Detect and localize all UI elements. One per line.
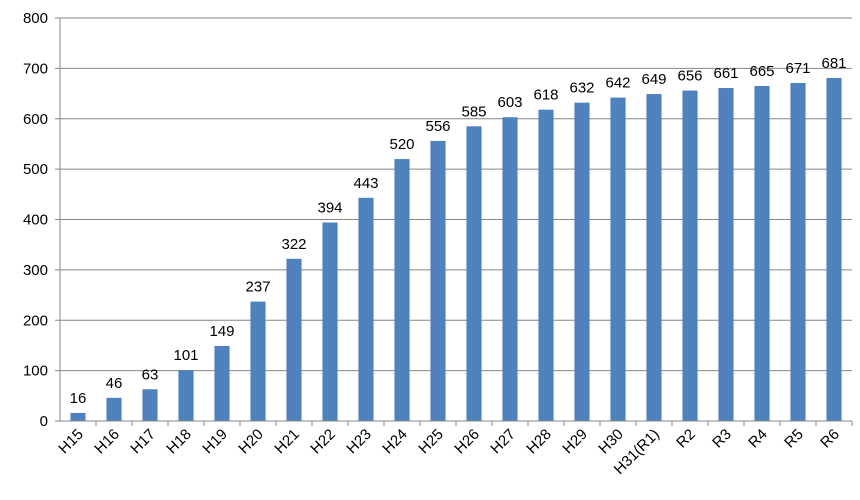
category-label-H23: H23	[343, 426, 374, 457]
category-label-H17: H17	[127, 426, 158, 457]
bar-H23	[358, 197, 374, 421]
data-label-R3: 661	[713, 65, 738, 82]
bar-R6	[826, 77, 842, 421]
bar-H25	[430, 140, 446, 422]
bar-H19	[214, 345, 230, 421]
data-label-H18: 101	[173, 347, 198, 364]
data-label-H27: 603	[497, 94, 522, 111]
bar-H24	[394, 159, 410, 422]
category-label-H29: H29	[559, 426, 590, 457]
bar-H21	[286, 258, 302, 421]
bar-H29	[574, 102, 590, 421]
data-label-H23: 443	[353, 175, 378, 192]
category-label-H21: H21	[271, 426, 302, 457]
data-label-H28: 618	[533, 87, 558, 104]
ytick-label-100: 100	[23, 363, 48, 380]
bar-H17	[142, 389, 158, 421]
data-label-H24: 520	[389, 136, 414, 153]
bar-H20	[250, 301, 266, 421]
ytick-label-600: 600	[23, 111, 48, 128]
gridlines	[60, 17, 852, 372]
data-label-H17: 63	[142, 366, 159, 383]
category-label-H15: H15	[55, 426, 86, 457]
category-label-H20: H20	[235, 426, 266, 457]
bar-H16	[106, 397, 122, 421]
bars	[70, 77, 842, 422]
category-label-H24: H24	[379, 426, 410, 457]
data-label-R2: 656	[677, 68, 702, 85]
data-label-H26: 585	[461, 103, 486, 120]
category-label-H22: H22	[307, 426, 338, 457]
ytick-label-0: 0	[40, 413, 48, 430]
bar-H18	[178, 370, 194, 421]
ytick-label-200: 200	[23, 312, 48, 329]
bar-R2	[682, 90, 698, 421]
category-label-H26: H26	[451, 426, 482, 457]
ytick-label-400: 400	[23, 212, 48, 229]
bar-H27	[502, 117, 518, 422]
data-label-H22: 394	[317, 200, 342, 217]
data-label-H31(R1): 649	[641, 71, 666, 88]
data-label-H30: 642	[605, 75, 630, 92]
data-label-H29: 632	[569, 80, 594, 97]
category-label-R3: R3	[709, 426, 735, 452]
data-label-H19: 149	[209, 323, 234, 340]
bar-H26	[466, 126, 482, 422]
category-label-R5: R5	[781, 426, 807, 452]
category-label-H28: H28	[523, 426, 554, 457]
data-label-H15: 16	[70, 390, 87, 407]
data-label-H16: 46	[106, 375, 123, 392]
data-label-H21: 322	[281, 236, 306, 253]
data-label-R6: 681	[821, 55, 846, 72]
bar-R5	[790, 82, 806, 421]
ytick-label-500: 500	[23, 161, 48, 178]
bar-H15	[70, 412, 86, 421]
bar-R4	[754, 86, 770, 421]
data-label-H25: 556	[425, 118, 450, 135]
bar-H31(R1)	[646, 94, 662, 421]
category-label-H18: H18	[163, 426, 194, 457]
y-axis-ticks: 0 100 200 300 400 500 600 700 800	[23, 10, 60, 430]
bar-R3	[718, 88, 734, 422]
ytick-label-300: 300	[23, 262, 48, 279]
category-label-R2: R2	[673, 426, 699, 452]
category-label-R4: R4	[745, 426, 771, 452]
ytick-label-800: 800	[23, 10, 48, 27]
data-label-R5: 671	[785, 60, 810, 77]
category-label-H27: H27	[487, 426, 518, 457]
category-label-H16: H16	[91, 426, 122, 457]
category-label-H30: H30	[595, 426, 626, 457]
bar-H22	[322, 222, 338, 421]
data-label-H20: 237	[245, 279, 270, 296]
category-label-R6: R6	[817, 426, 843, 452]
axes	[59, 18, 852, 422]
bar-H28	[538, 109, 554, 422]
category-label-H25: H25	[415, 426, 446, 457]
data-labels: 16 46 63 101 149 237 322 394 443 520 556 585 603 618 6…	[70, 55, 847, 407]
category-label-H19: H19	[199, 426, 230, 457]
bar-H30	[610, 97, 626, 421]
x-axis-ticks: H15 H16 H17 H18 H19 H20 H21 H22 H23 H24 H25 H26 H27 H…	[55, 421, 853, 478]
ytick-label-700: 700	[23, 60, 48, 77]
data-label-R4: 665	[749, 63, 774, 80]
